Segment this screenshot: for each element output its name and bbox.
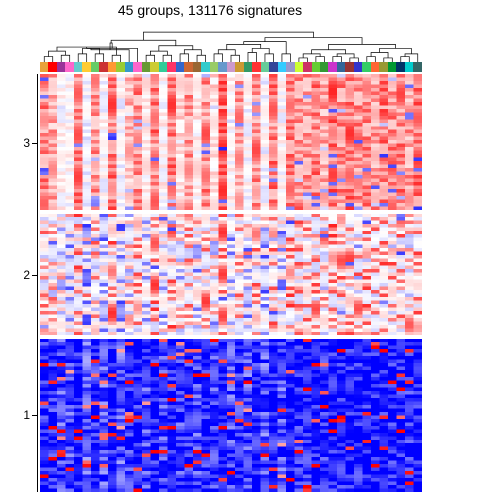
heatmap: [40, 74, 422, 492]
column-color-bar: [40, 62, 422, 72]
color-scale-bar: [422, 8, 434, 68]
group-legend: [450, 8, 502, 498]
page-title: 45 groups, 131176 signatures: [0, 2, 420, 18]
dendrogram: [40, 22, 422, 62]
